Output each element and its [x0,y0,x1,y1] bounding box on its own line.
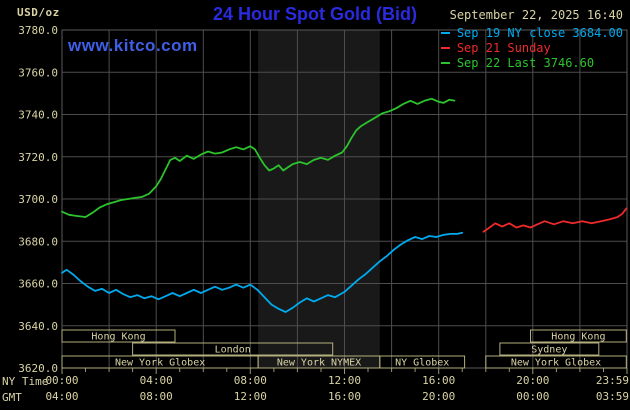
x-tick-label-nytime: 20:00 [516,374,549,387]
x-tick-label-gmt: 00:00 [516,390,549,403]
session-label: Sydney [531,345,567,356]
cyan-dash-icon [440,31,450,34]
x-tick-label-gmt: 16:00 [328,390,361,403]
y-axis-tick-label: 3740.0 [18,109,58,122]
x-tick-label-nytime: 12:00 [328,374,361,387]
session-box [132,342,334,356]
session-label: Hong Kong [551,332,605,343]
kitco-watermark-link[interactable]: www.kitco.com [68,36,198,55]
session-label: New York Globex [115,358,205,369]
datetime-label: September 22, 2025 16:40 [449,8,623,22]
x-tick-label-gmt: 03:59 [596,390,629,403]
x-tick-label-nytime: 00:00 [45,374,78,387]
session-box [61,329,176,343]
x-tick-label-nytime: 08:00 [234,374,267,387]
x-tick-label-nytime: 23:59 [596,374,629,387]
session-box [379,355,466,369]
unit-label: USD/oz [17,6,60,19]
session-label: NY Globex [395,358,449,369]
y-axis-tick-label: 3620.0 [18,362,58,375]
x-axis-row2-caption: GMT [2,391,22,404]
x-tick-label-nytime: 04:00 [140,374,173,387]
y-axis-tick-label: 3720.0 [18,151,58,164]
legend-item-sep19: Sep 19 NY close 3684.00 [440,25,623,40]
green-dash-icon [440,61,450,64]
legend: Sep 19 NY close 3684.00 Sep 21 Sunday Se… [440,25,623,70]
y-axis-tick-label: 3640.0 [18,320,58,333]
series-line-sep-22 [61,97,456,218]
legend-label-sep22: Sep 22 Last 3746.60 [456,55,595,70]
session-box [499,342,600,356]
x-tick-label-gmt: 08:00 [140,390,173,403]
session-label: London [215,345,251,356]
session-label: New York Globex [511,358,601,369]
y-axis-tick-label: 3780.0 [18,24,58,37]
page-title: 24 Hour Spot Gold (Bid) [213,4,417,24]
legend-item-sep21: Sep 21 Sunday [440,40,623,55]
legend-label-sep21: Sep 21 Sunday [456,40,551,55]
x-tick-label-nytime: 16:00 [422,374,455,387]
session-box [530,329,627,343]
session-box [485,355,627,369]
legend-item-sep22: Sep 22 Last 3746.60 [440,55,623,70]
red-dash-icon [440,46,450,49]
y-axis-tick-label: 3760.0 [18,66,58,79]
x-tick-label-gmt: 20:00 [422,390,455,403]
y-axis-tick-label: 3700.0 [18,193,58,206]
series-line-sep-19 [61,231,464,313]
y-axis-tick-label: 3660.0 [18,278,58,291]
session-label: New York NYMEX [277,358,361,369]
x-axis-row1-caption: NY Time [2,375,49,388]
session-label: Hong Kong [91,332,145,343]
y-axis-tick-label: 3680.0 [18,235,58,248]
x-tick-label-gmt: 04:00 [45,390,78,403]
x-tick-label-gmt: 12:00 [234,390,267,403]
legend-label-sep19: Sep 19 NY close 3684.00 [456,25,623,40]
series-line-sep-21-sunday [482,207,628,233]
